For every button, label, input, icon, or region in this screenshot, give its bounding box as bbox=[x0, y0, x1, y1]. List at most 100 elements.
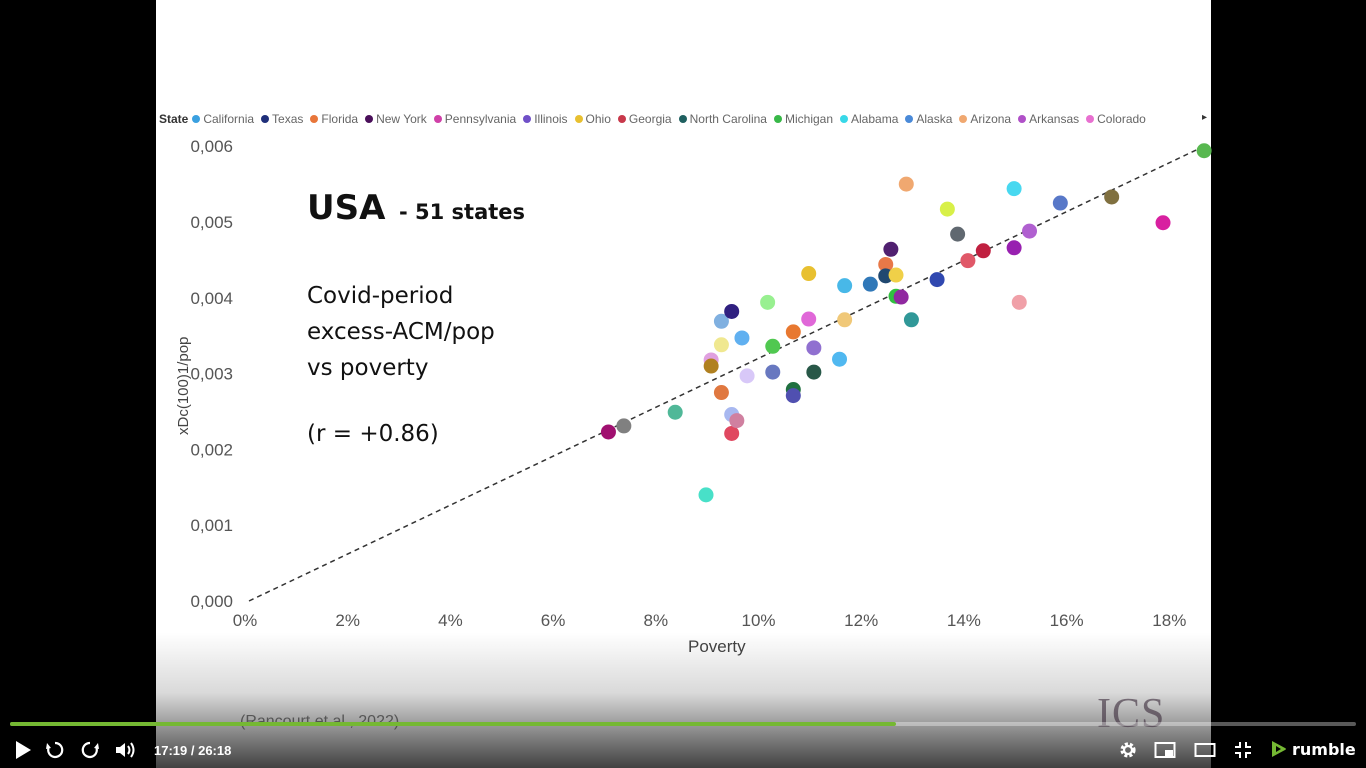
legend-swatch bbox=[310, 115, 319, 123]
data-point[interactable] bbox=[898, 176, 914, 192]
legend-item[interactable]: New York bbox=[365, 112, 427, 126]
data-point[interactable] bbox=[734, 330, 750, 346]
data-point[interactable] bbox=[600, 424, 616, 440]
y-axis-ticks: 0,000 0,001 0,002 0,003 0,004 0,005 0,006 bbox=[190, 137, 233, 611]
legend-item[interactable]: California bbox=[192, 112, 254, 126]
pip-button[interactable] bbox=[1153, 738, 1177, 762]
exit-fullscreen-button[interactable] bbox=[1232, 738, 1254, 762]
y-tick-label: 0,002 bbox=[190, 440, 233, 459]
data-point[interactable] bbox=[765, 338, 781, 354]
data-point[interactable] bbox=[939, 201, 955, 217]
legend-item[interactable]: Florida bbox=[310, 112, 358, 126]
slide-description: Covid-period excess-ACM/pop vs poverty bbox=[307, 278, 495, 386]
data-point[interactable] bbox=[785, 388, 801, 404]
legend-swatch bbox=[365, 115, 374, 123]
data-point[interactable] bbox=[893, 289, 909, 305]
data-point[interactable] bbox=[878, 256, 894, 272]
data-point[interactable] bbox=[667, 404, 683, 420]
legend-item[interactable]: Arkansas bbox=[1018, 112, 1079, 126]
data-point[interactable] bbox=[903, 312, 919, 328]
data-point[interactable] bbox=[713, 313, 729, 329]
data-point[interactable] bbox=[806, 364, 822, 380]
x-tick-label: 8% bbox=[644, 611, 669, 630]
pip-icon bbox=[1154, 742, 1176, 758]
data-point[interactable] bbox=[1022, 223, 1038, 239]
forward-button[interactable] bbox=[79, 738, 101, 762]
data-point[interactable] bbox=[806, 340, 822, 356]
data-point[interactable] bbox=[616, 418, 632, 434]
legend-swatch bbox=[523, 115, 532, 123]
data-point[interactable] bbox=[960, 253, 976, 269]
legend-item[interactable]: Pennsylvania bbox=[433, 112, 517, 126]
data-point[interactable] bbox=[862, 276, 878, 292]
slide-title-sub: - 51 states bbox=[399, 200, 526, 224]
play-button[interactable] bbox=[12, 738, 34, 762]
data-point[interactable] bbox=[801, 266, 817, 282]
data-point[interactable] bbox=[785, 324, 801, 340]
legend-item[interactable]: North Carolina bbox=[678, 112, 767, 126]
play-icon bbox=[16, 741, 31, 759]
legend-next-icon[interactable]: ▸ bbox=[1202, 112, 1208, 123]
legend-label: Illinois bbox=[534, 112, 568, 126]
desc-line: Covid-period bbox=[307, 283, 454, 309]
data-point[interactable] bbox=[1006, 181, 1022, 197]
time-display: 17:19 / 26:18 bbox=[154, 743, 232, 758]
legend-item[interactable]: Arizona bbox=[959, 112, 1011, 126]
data-point[interactable] bbox=[1052, 195, 1068, 211]
legend-item[interactable]: Alabama bbox=[840, 112, 898, 126]
data-point[interactable] bbox=[837, 278, 853, 294]
data-point[interactable] bbox=[729, 413, 745, 429]
legend-label: Pennsylvania bbox=[444, 112, 517, 126]
data-point[interactable] bbox=[801, 311, 817, 327]
data-point[interactable] bbox=[888, 267, 904, 283]
legend-swatch bbox=[678, 115, 687, 123]
progress-bar[interactable] bbox=[10, 722, 1356, 726]
data-point[interactable] bbox=[760, 294, 776, 310]
legend-item[interactable]: Ohio bbox=[574, 112, 611, 126]
y-tick-label: 0,005 bbox=[190, 213, 233, 232]
data-point[interactable] bbox=[713, 385, 729, 401]
x-tick-label: 14% bbox=[947, 611, 981, 630]
x-tick-label: 18% bbox=[1152, 611, 1186, 630]
rewind-button[interactable] bbox=[44, 738, 66, 762]
data-point[interactable] bbox=[1006, 240, 1022, 256]
data-point[interactable] bbox=[929, 272, 945, 288]
volume-button[interactable] bbox=[113, 738, 139, 762]
data-point[interactable] bbox=[724, 425, 740, 441]
rumble-brand-link[interactable]: rumble bbox=[1268, 739, 1356, 759]
desc-line: vs poverty bbox=[307, 355, 429, 381]
settings-button[interactable] bbox=[1117, 738, 1139, 762]
data-point[interactable] bbox=[1011, 294, 1027, 310]
data-point[interactable] bbox=[713, 337, 729, 353]
data-point[interactable] bbox=[837, 312, 853, 328]
data-point[interactable] bbox=[698, 487, 714, 503]
data-point[interactable] bbox=[703, 358, 719, 374]
theater-icon bbox=[1194, 743, 1216, 757]
data-point[interactable] bbox=[1196, 143, 1212, 159]
data-point[interactable] bbox=[1104, 189, 1120, 205]
legend-label: Arizona bbox=[970, 112, 1012, 126]
x-tick-label: 0% bbox=[233, 611, 258, 630]
legend-label: North Carolina bbox=[689, 112, 767, 126]
progress-fill bbox=[10, 722, 897, 726]
legend-item[interactable]: Colorado bbox=[1086, 112, 1146, 126]
slide-title-main: USA bbox=[307, 188, 386, 228]
data-point[interactable] bbox=[1155, 215, 1171, 231]
legend-item[interactable]: Texas bbox=[261, 112, 303, 126]
legend-item[interactable]: Georgia bbox=[617, 112, 672, 126]
data-point[interactable] bbox=[883, 241, 899, 257]
data-point[interactable] bbox=[765, 364, 781, 380]
y-tick-label: 0,003 bbox=[190, 365, 233, 384]
theater-mode-button[interactable] bbox=[1193, 738, 1217, 762]
data-point[interactable] bbox=[950, 226, 966, 242]
data-point[interactable] bbox=[832, 351, 848, 367]
rumble-wordmark: rumble bbox=[1292, 739, 1356, 759]
data-point[interactable] bbox=[724, 303, 740, 319]
y-axis-label: xDc(100)1/pop bbox=[175, 336, 192, 435]
legend-item[interactable]: Illinois bbox=[523, 112, 568, 126]
legend-item[interactable]: Michigan bbox=[773, 112, 833, 126]
data-point[interactable] bbox=[975, 243, 991, 259]
rumble-logo-icon bbox=[1272, 741, 1286, 757]
data-point[interactable] bbox=[739, 368, 755, 384]
legend-item[interactable]: Alaska bbox=[905, 112, 952, 126]
